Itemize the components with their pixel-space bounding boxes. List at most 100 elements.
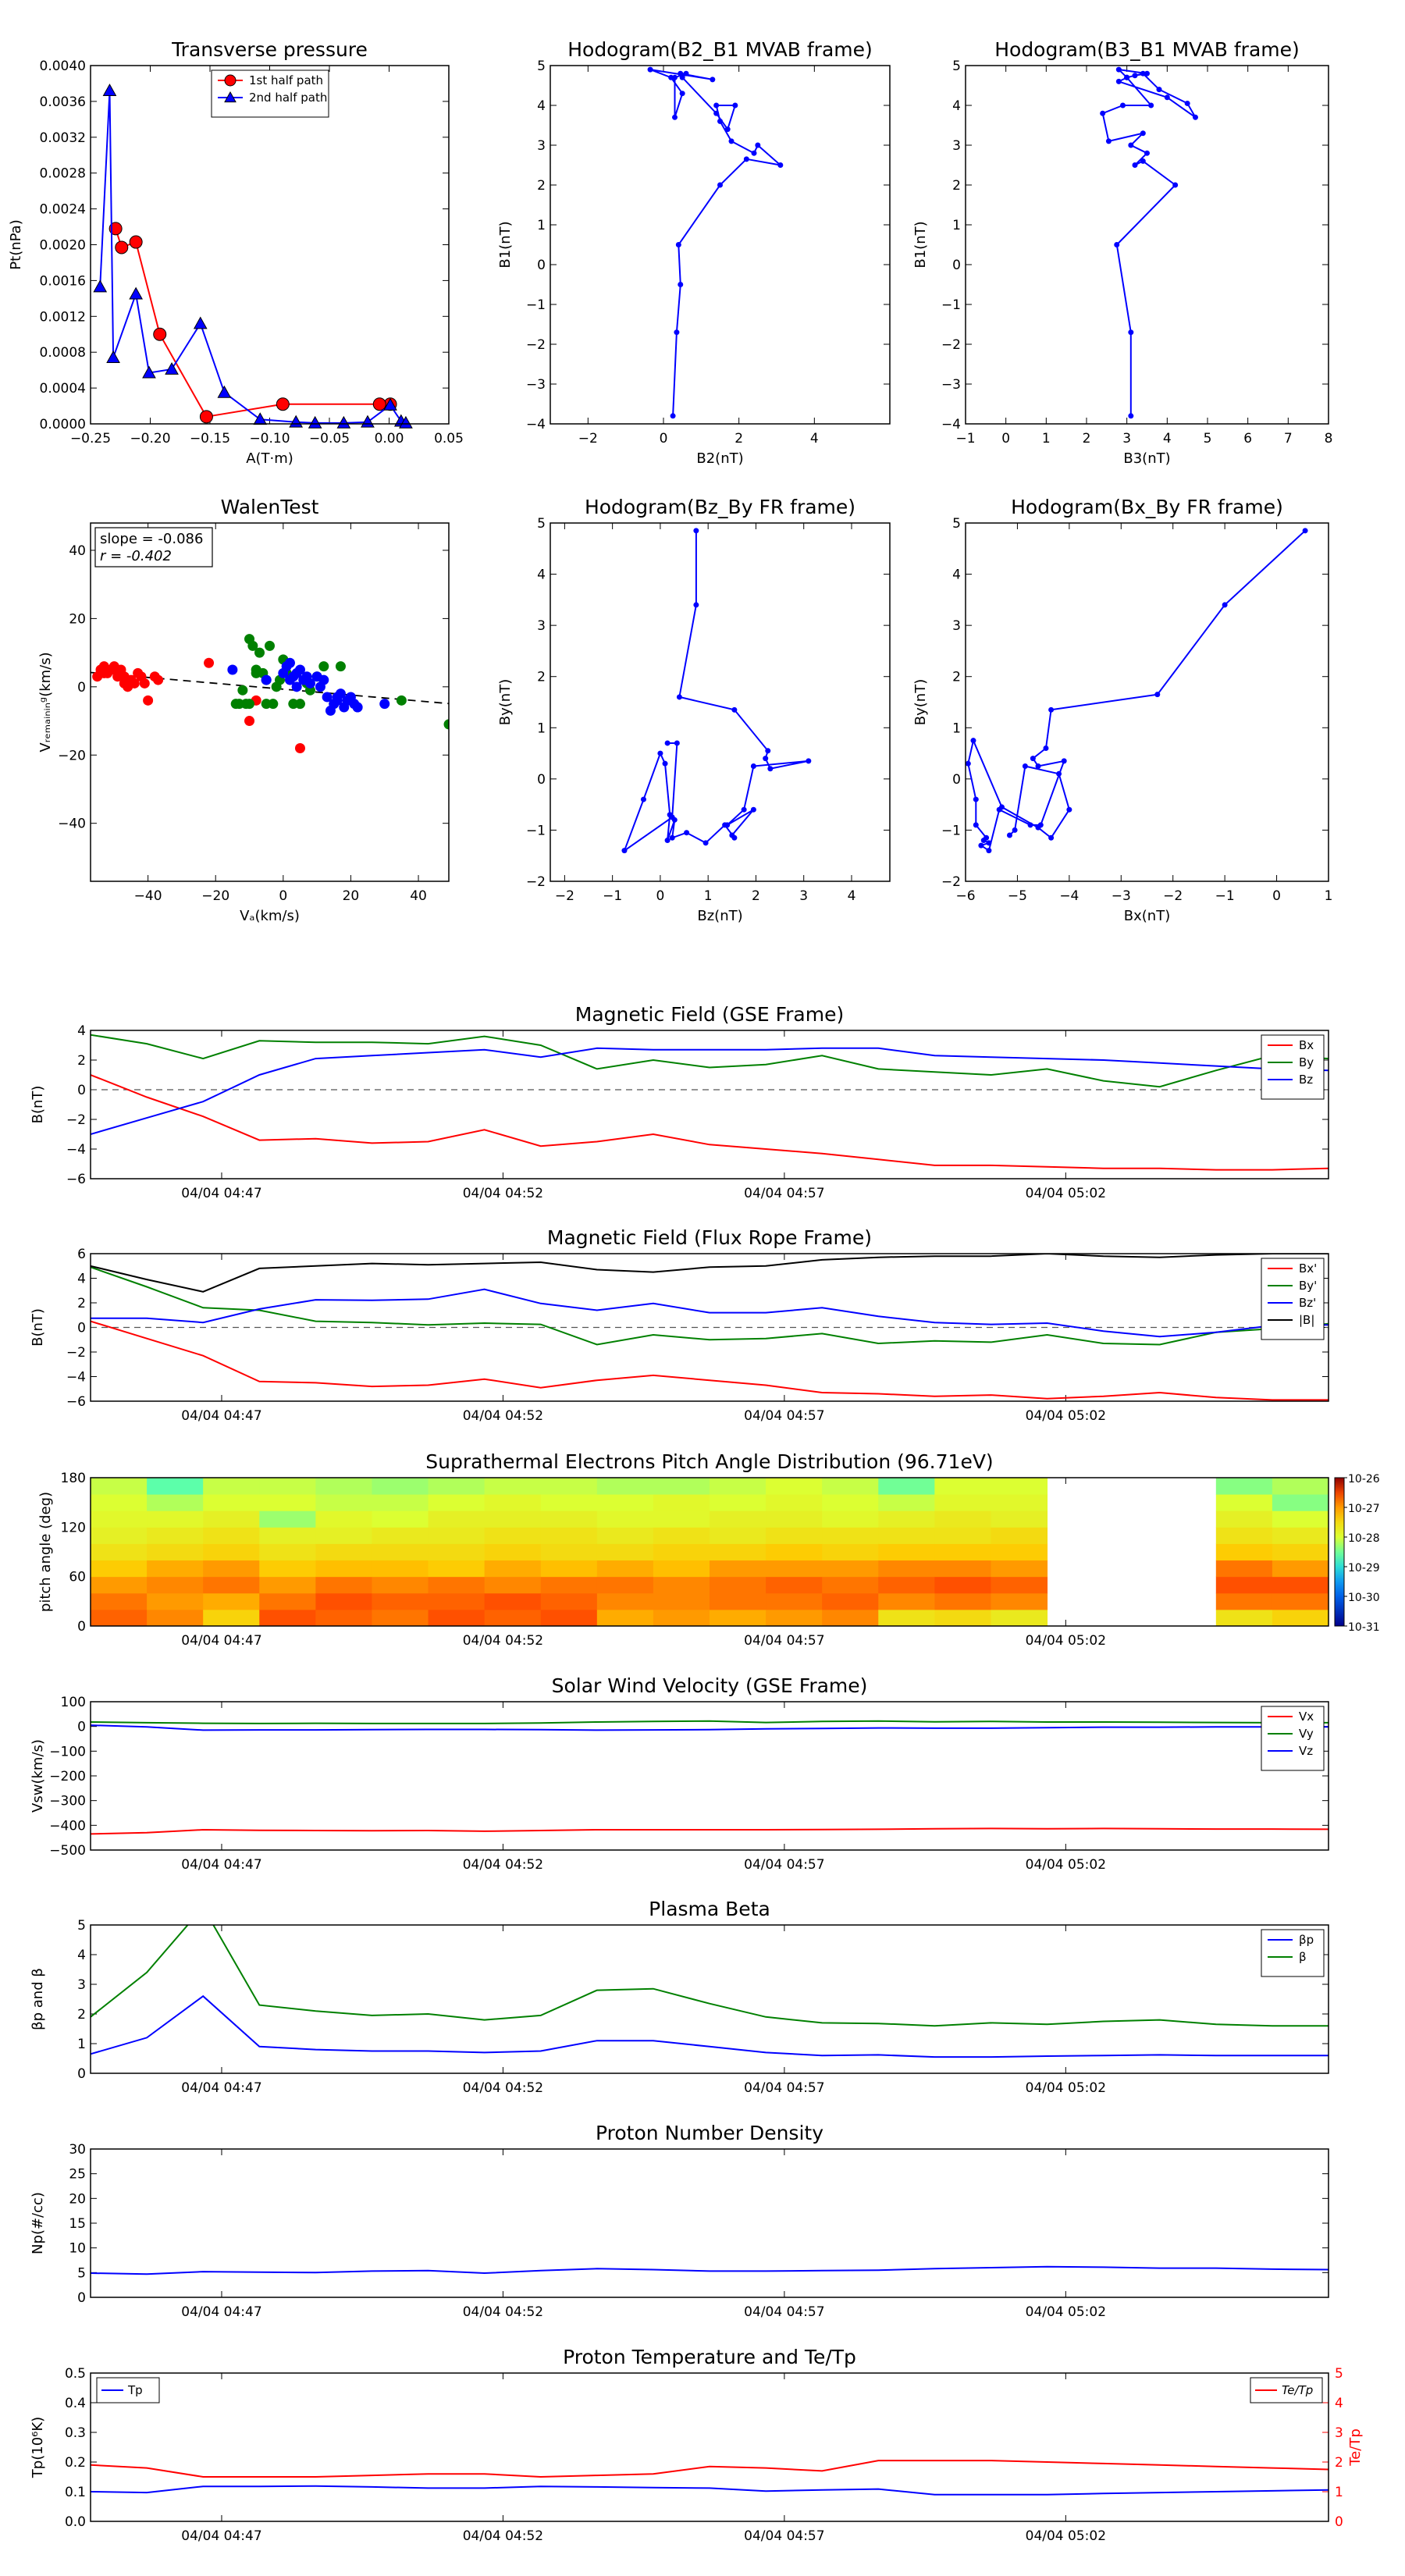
x-tick-label: −1 bbox=[603, 888, 622, 904]
data-point bbox=[777, 162, 784, 168]
series-line-path bbox=[649, 69, 784, 416]
x-tick-label: 04/04 04:52 bbox=[463, 1857, 543, 1873]
plot-title: Magnetic Field (GSE Frame) bbox=[575, 1003, 844, 1026]
y-tick-label: 0.0024 bbox=[40, 202, 86, 218]
heatmap-cell bbox=[934, 1543, 991, 1561]
legend-marker bbox=[224, 91, 237, 103]
y-tick-label: 0.0 bbox=[65, 2514, 86, 2530]
data-point bbox=[731, 834, 738, 841]
y-right-tick-label: 5 bbox=[1335, 2366, 1343, 2382]
heatmap-cell bbox=[428, 1510, 486, 1528]
scatter-point-blue bbox=[301, 671, 312, 682]
scatter-point-green bbox=[294, 699, 305, 710]
scatter-point-blue bbox=[322, 692, 333, 703]
panel-np: Proton Number Density 04/04 04:47 04/04 04… bbox=[30, 2122, 1329, 2320]
scatter-point-red bbox=[108, 664, 119, 675]
x-tick-label: 3 bbox=[799, 888, 808, 904]
heatmap-cell bbox=[596, 1510, 654, 1528]
data-point bbox=[647, 66, 653, 73]
heatmap-cell bbox=[710, 1478, 767, 1495]
data-point bbox=[115, 240, 129, 254]
data-point bbox=[142, 365, 156, 379]
legend-label: Te/Tp bbox=[1282, 2383, 1313, 2397]
plot-title: Suprathermal Electrons Pitch Angle Distr… bbox=[425, 1450, 993, 1473]
x-tick-label: 04/04 04:57 bbox=[744, 2528, 824, 2544]
y-tick-label: 1 bbox=[537, 218, 546, 233]
data-point bbox=[383, 397, 397, 411]
data-point bbox=[970, 738, 976, 744]
panel-pt: Transverse pressure −0.25 −0.20 −0.15 −0.10 −… bbox=[8, 38, 464, 467]
heatmap-cell bbox=[653, 1494, 710, 1511]
data-point bbox=[1140, 70, 1146, 76]
data-point bbox=[669, 814, 675, 820]
y-tick-label: 2 bbox=[77, 2007, 86, 2023]
x-tick-label: 04/04 04:52 bbox=[463, 1408, 543, 1424]
heatmap-cell bbox=[1272, 1494, 1329, 1511]
y-axis-label: Np(#/cc) bbox=[30, 2192, 46, 2254]
scatter-point-red bbox=[244, 716, 255, 727]
y-tick-label: 3 bbox=[952, 618, 961, 634]
panel-hxy: Hodogram(Bx_By FR frame) −6 −5 −4 −3 −2 −1 0 1 −2… bbox=[912, 496, 1332, 924]
y-tick-label: −6 bbox=[66, 1172, 86, 1187]
scatter-point-green bbox=[237, 685, 248, 696]
y-tick-label: −200 bbox=[49, 1769, 86, 1784]
data-point bbox=[399, 415, 413, 429]
data-point bbox=[1128, 413, 1134, 419]
y-tick-label: 0.3 bbox=[65, 2425, 86, 2441]
data-point bbox=[1144, 70, 1150, 76]
heatmap-cell bbox=[991, 1543, 1048, 1561]
data-point bbox=[199, 410, 213, 424]
heatmap-cell bbox=[710, 1609, 767, 1627]
data-point bbox=[106, 350, 120, 363]
y-tick-label: 5 bbox=[537, 59, 546, 74]
data-point bbox=[1035, 763, 1041, 769]
legend-label: Vx bbox=[1299, 1710, 1314, 1724]
y-tick-label: 0.0012 bbox=[40, 309, 86, 325]
y-tick-label: 5 bbox=[77, 1918, 86, 1934]
heatmap-cell bbox=[428, 1576, 486, 1594]
data-point bbox=[1114, 242, 1120, 247]
heatmap-cell bbox=[934, 1576, 991, 1594]
scatter-point-blue bbox=[291, 681, 302, 692]
heatmap-cell bbox=[596, 1576, 654, 1594]
x-tick-label: 04/04 04:47 bbox=[181, 1633, 261, 1649]
y-right-tick-label: 4 bbox=[1335, 2396, 1343, 2411]
heatmap-cell bbox=[372, 1609, 429, 1627]
plot-title: Hodogram(Bz_By FR frame) bbox=[585, 496, 855, 518]
plot-title: Proton Temperature and Te/Tp bbox=[563, 2346, 856, 2368]
heatmap-cell bbox=[653, 1560, 710, 1578]
heatmap-cell bbox=[147, 1510, 204, 1528]
data-point bbox=[684, 830, 690, 836]
heatmap-cell bbox=[878, 1543, 935, 1561]
data-point bbox=[1022, 763, 1028, 769]
x-tick-label: 1 bbox=[1325, 888, 1333, 904]
data-point bbox=[1012, 827, 1018, 833]
series-line-β bbox=[91, 1925, 1329, 2027]
y-tick-label: 60 bbox=[69, 1570, 86, 1585]
heatmap-cell bbox=[315, 1560, 372, 1578]
data-point bbox=[165, 361, 179, 375]
data-point bbox=[1128, 142, 1134, 148]
plot-frame bbox=[965, 65, 1329, 425]
heatmap-cell bbox=[878, 1510, 935, 1528]
heatmap-cell bbox=[540, 1494, 598, 1511]
y-tick-label: 120 bbox=[61, 1520, 86, 1535]
heatmap-cell bbox=[1272, 1510, 1329, 1528]
heatmap-cell bbox=[710, 1560, 767, 1578]
heatmap-cell bbox=[766, 1560, 823, 1578]
series-line-Np bbox=[91, 2265, 1329, 2275]
y-tick-label: 0 bbox=[77, 2290, 86, 2306]
heatmap-cell bbox=[822, 1543, 879, 1561]
y-tick-label: −1 bbox=[941, 297, 961, 313]
heatmap-cell bbox=[934, 1609, 991, 1627]
heatmap-cell bbox=[484, 1510, 542, 1528]
heatmap-cell bbox=[259, 1494, 316, 1511]
y-tick-label: 2 bbox=[77, 1053, 86, 1069]
data-point bbox=[1193, 114, 1198, 120]
heatmap-cell bbox=[822, 1478, 879, 1495]
heatmap-cell bbox=[1215, 1527, 1273, 1544]
y-right-axis-label: Te/Tp bbox=[1347, 2428, 1364, 2467]
heatmap-cell bbox=[766, 1576, 823, 1594]
y-tick-label: 4 bbox=[77, 1272, 86, 1287]
heatmap-cell bbox=[315, 1527, 372, 1544]
